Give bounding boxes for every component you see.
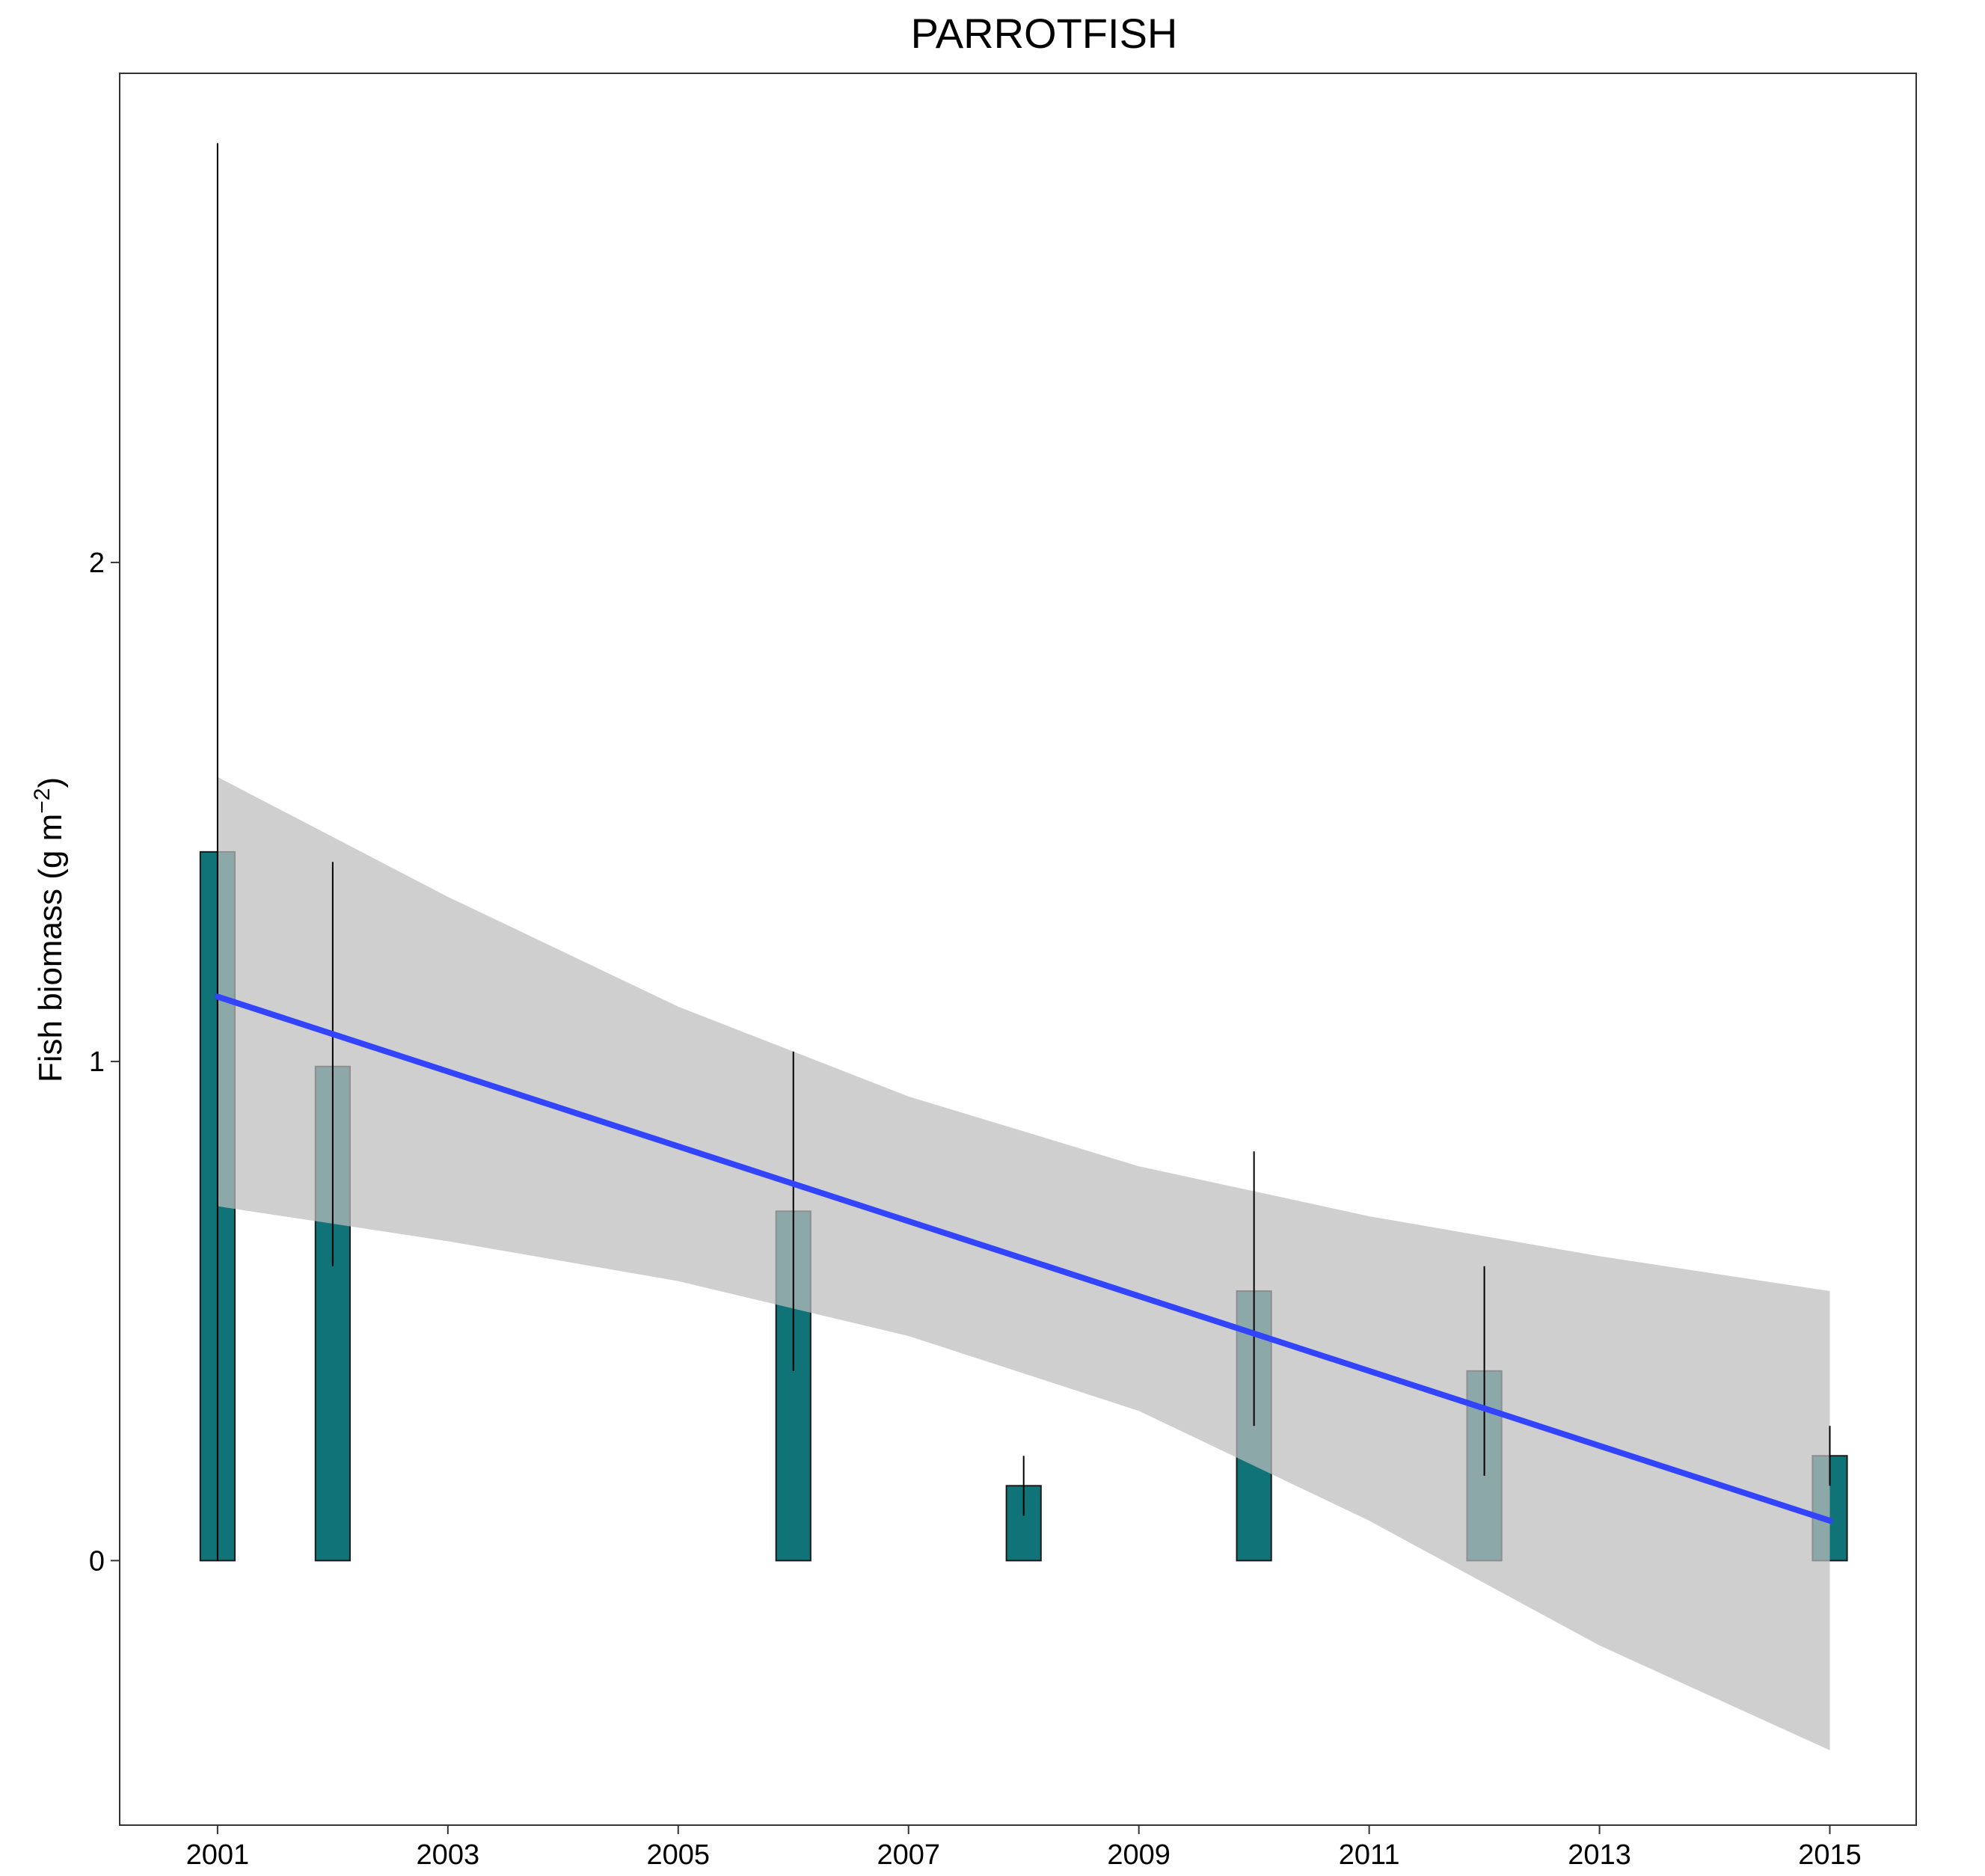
x-tick-label: 2009: [1107, 1839, 1171, 1871]
trend-line-group: [214, 993, 1833, 1524]
x-tick-label: 2003: [417, 1839, 480, 1871]
y-axis-title-superscript: −2: [30, 788, 55, 814]
error-bars-group: [216, 143, 1831, 1561]
x-tick-label: 2001: [186, 1839, 250, 1871]
plot-border: [119, 73, 1917, 1826]
x-tick-label: 2011: [1339, 1839, 1400, 1871]
y-axis-title: Fish biomass (g m−2): [30, 777, 69, 1082]
confidence-band-group: [217, 776, 1830, 1750]
trend-line: [214, 993, 1833, 1524]
x-tick-label: 2007: [877, 1839, 940, 1871]
y-axis-title-main: Fish biomass (g m: [32, 814, 69, 1082]
x-tick-label: 2015: [1798, 1839, 1862, 1871]
y-tick-label: 2: [89, 548, 105, 579]
y-tick-label: 1: [89, 1046, 105, 1078]
y-axis-title-close: ): [32, 777, 69, 788]
y-tick-label: 0: [89, 1545, 105, 1577]
chart-title: PARROTFISH: [911, 10, 1178, 57]
bar: [1005, 1485, 1042, 1562]
x-tick-label: 2005: [647, 1839, 711, 1871]
x-tick-label: 2013: [1568, 1839, 1631, 1871]
axes-group: 0 1 2 2001 2003 2005 2007 2009 2011 2013 2015: [89, 73, 1917, 1871]
confidence-band: [217, 776, 1830, 1750]
